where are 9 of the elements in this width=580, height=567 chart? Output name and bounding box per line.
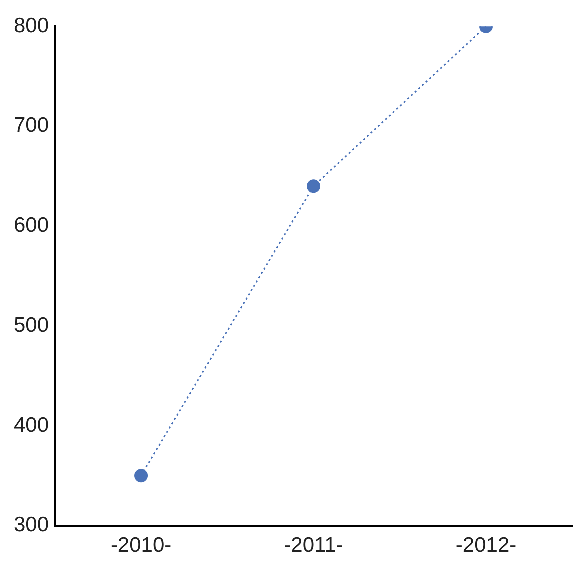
y-tick-label: 300 (14, 514, 50, 537)
y-tick-label: 700 (14, 114, 50, 138)
y-tick-label: 800 (14, 14, 50, 38)
x-tick-label: -2011- (284, 534, 344, 558)
y-tick-label: 500 (14, 314, 50, 337)
x-tick-label: -2010- (110, 534, 172, 558)
y-tick-label: 400 (14, 414, 50, 437)
y-tick-label: 600 (14, 214, 50, 238)
x-tick-label: -2012- (456, 534, 517, 558)
